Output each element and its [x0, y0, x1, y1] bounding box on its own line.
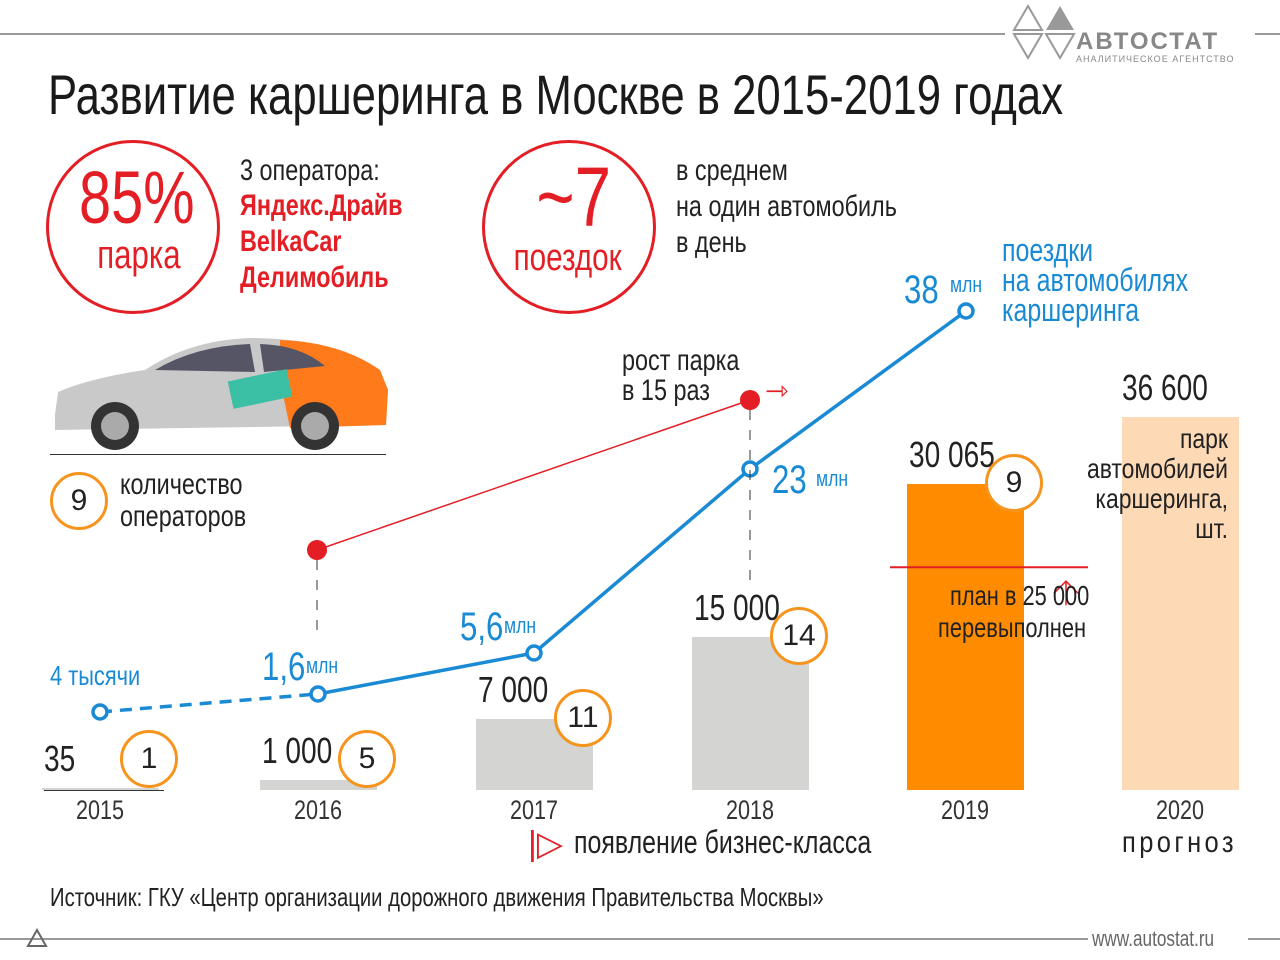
logo-name: АВТОСТАТ [1076, 28, 1220, 55]
growth-annotation-2: в 15 раз [622, 374, 710, 407]
growth-arrow-icon: ⇾ [765, 375, 789, 406]
trips-value-2018: 23 [772, 458, 807, 502]
trips-point-2017 [525, 644, 543, 662]
trips-value-2017: 5,6 [460, 605, 504, 649]
year-label-2016: 2016 [294, 795, 343, 825]
operators-count-2015: 1 [120, 730, 178, 788]
stat-trips-label: поездок [513, 237, 622, 279]
business-annotation: появление бизнес-класса [574, 824, 872, 860]
year-label-2020: 2020 [1156, 795, 1205, 825]
trips-value-2016: 1,6 [262, 645, 306, 689]
operators-caption: 3 оператора: [240, 154, 380, 187]
stat-fleet-share-value: 85% [79, 156, 195, 239]
trips-point-2015 [91, 703, 109, 721]
logo-subtitle: АНАЛИТИЧЕСКОЕ АГЕНТСТВО [1076, 54, 1235, 64]
year-label-2019: 2019 [941, 795, 990, 825]
trips-legend-1: поездки [1002, 232, 1094, 268]
fleet-legend-2: автомобилей [1086, 453, 1228, 484]
fleet-growth-end [740, 390, 760, 410]
top-rule [0, 33, 1005, 35]
fleet-legend: парк автомобилей каршеринга, шт. [1087, 424, 1228, 544]
operators-legend-circle: 9 [50, 472, 108, 530]
trips-legend-2: на автомобилях [1002, 262, 1189, 298]
trips-unit-2017: млн [504, 613, 537, 638]
plan-arrow-icon [1053, 580, 1079, 606]
trips-unit-2018: млн [816, 466, 849, 491]
fleet-growth-start [307, 540, 327, 560]
trips-value-2015: 4 тысячи [50, 660, 141, 691]
operator-1: Яндекс.Драйв [240, 189, 403, 222]
top-rule-right [1255, 33, 1280, 35]
trips-line [317, 309, 968, 696]
trips-line-dashed [99, 692, 319, 714]
operators-count-2016: 5 [338, 730, 396, 788]
trips-caption-1: в среднем [676, 154, 788, 187]
trips-point-2016 [309, 685, 327, 703]
trips-unit-2016: млн [306, 653, 339, 678]
growth-annotation-1: рост парка [622, 344, 740, 377]
bar-2019 [906, 483, 1024, 790]
stat-fleet-share-circle: 85% парка [46, 140, 220, 314]
footer-logo-icon [26, 928, 48, 947]
bottom-rule [0, 938, 1088, 940]
fleet-value-2019: 30 065 [909, 433, 995, 475]
car-illustration [55, 338, 388, 450]
bottom-rule-right [1248, 938, 1280, 940]
car-underline [50, 454, 386, 455]
site-url: www.autostat.ru [1092, 926, 1215, 951]
fleet-value-2018: 15 000 [694, 587, 780, 629]
stat-trips-value: ~7 [536, 150, 612, 244]
fleet-value-2020: 36 600 [1122, 367, 1208, 408]
page-title: Развитие каршеринга в Москве в 2015-2019… [48, 63, 1064, 126]
stat-trips-circle: ~7 поездок [482, 140, 656, 314]
trips-unit-2019: млн [950, 272, 983, 297]
operator-3: Делимобиль [240, 261, 389, 294]
fleet-value-2015: 35 [44, 738, 76, 779]
trips-caption-3: в день [676, 226, 747, 259]
logo-icon [1012, 4, 1076, 60]
fleet-value-2017: 7 000 [478, 668, 549, 710]
trips-caption-2: на один автомобиль [676, 190, 897, 223]
stat-fleet-share-label: парка [97, 233, 181, 277]
fleet-legend-3: каршеринга, [1095, 483, 1228, 514]
year-label-2017: 2017 [510, 795, 559, 825]
operator-2: BelkaCar [240, 225, 342, 258]
plan-annotation-1: план в 25 000 [950, 580, 1090, 611]
trips-value-2019: 38 [904, 268, 939, 312]
trips-point-2019 [957, 302, 975, 320]
bar-2020 [1121, 417, 1239, 790]
source-note: Источник: ГКУ «Центр организации дорожно… [50, 882, 824, 912]
operators-count-2017: 11 [554, 688, 612, 747]
fleet-growth-line [316, 399, 751, 551]
operators-count-2018: 14 [770, 607, 828, 666]
forecast-label: прогноз [1122, 826, 1237, 859]
bar-2015 [41, 788, 159, 790]
bar-2016 [259, 779, 377, 790]
trips-legend-3: каршеринга [1002, 292, 1140, 328]
fleet-legend-1: парк [1179, 423, 1228, 454]
plan-annotation-2: перевыполнен [938, 612, 1087, 643]
fleet-value-2016: 1 000 [262, 729, 333, 771]
fleet-legend-4: шт. [1195, 513, 1228, 544]
operators-legend-label-2: операторов [120, 500, 247, 533]
business-marker-icon: |▷ [528, 825, 563, 863]
operators-legend-label-1: количество [120, 468, 243, 501]
year-label-2018: 2018 [726, 795, 775, 825]
baseline-2015 [44, 790, 164, 791]
operators-count-2019: 9 [985, 453, 1043, 512]
year-label-2015: 2015 [76, 795, 125, 825]
